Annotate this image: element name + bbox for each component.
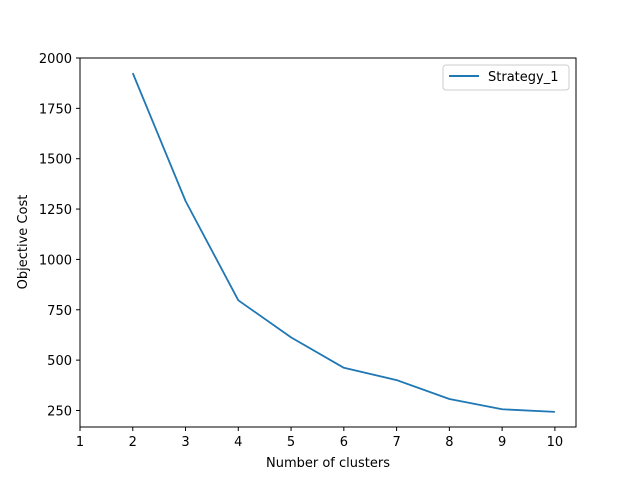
x-tick-label: 1 (76, 435, 84, 450)
plot-frame (79, 57, 577, 428)
legend-box (442, 64, 570, 91)
x-tick-label: 2 (129, 435, 137, 450)
y-axis-ticks: 250 500 750 1000 1250 1500 1750 2000 (39, 52, 80, 419)
series-line-strategy-1 (131, 72, 555, 413)
y-tick-label: 1500 (39, 153, 72, 168)
x-axis-ticks: 1 2 3 4 5 6 7 8 9 10 (76, 427, 563, 450)
x-tick-label: 8 (445, 435, 453, 450)
legend: Strategy_1 (442, 64, 570, 91)
y-tick-label: 750 (47, 304, 72, 319)
x-tick-label: 5 (287, 435, 295, 450)
x-tick-label: 3 (181, 435, 189, 450)
y-tick-label: 500 (47, 354, 72, 369)
y-axis-label: Objective Cost (16, 195, 31, 290)
x-axis-label: Number of clusters (266, 456, 390, 471)
y-tick-label: 1250 (39, 203, 72, 218)
x-tick-label: 6 (340, 435, 348, 450)
x-tick-label: 10 (547, 435, 564, 450)
y-tick-label: 1000 (39, 253, 72, 268)
x-tick-label: 4 (234, 435, 242, 450)
plot-area (80, 58, 576, 427)
y-tick-label: 2000 (39, 52, 72, 67)
x-tick-label: 9 (498, 435, 506, 450)
x-tick-label: 7 (392, 435, 400, 450)
legend-label-strategy-1: Strategy_1 (488, 70, 558, 85)
series-layer (131, 72, 555, 413)
y-tick-label: 1750 (39, 102, 72, 117)
y-tick-label: 250 (47, 404, 72, 419)
